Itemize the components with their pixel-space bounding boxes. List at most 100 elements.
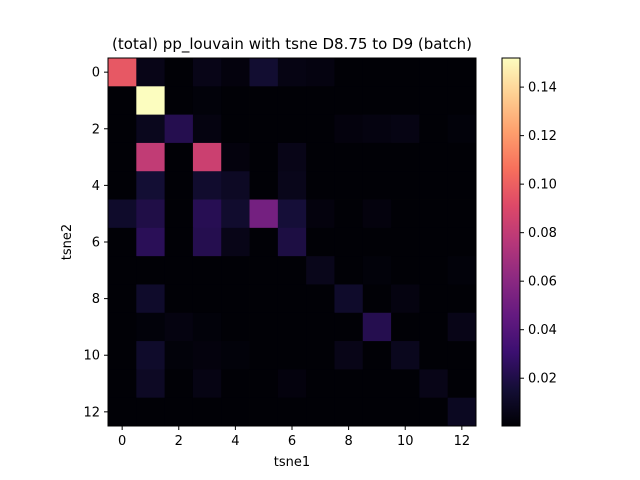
heatmap-cell — [108, 171, 137, 200]
heatmap-cell — [419, 199, 449, 229]
colorbar-tick-label: 0.08 — [528, 226, 557, 241]
heatmap-cell — [306, 369, 335, 399]
heatmap-cell — [192, 199, 222, 229]
heatmap-cell — [136, 171, 166, 200]
heatmap-cell — [306, 86, 335, 116]
heatmap-cell — [277, 397, 307, 427]
heatmap-cell — [334, 142, 364, 172]
colorbar-tick-label: 0.10 — [528, 178, 557, 193]
heatmap-cell — [192, 86, 222, 116]
colorbar-ticks: 0.02 0.04 0.06 0.08 0.10 0.12 0.14 — [520, 81, 557, 387]
heatmap-cell — [362, 312, 392, 342]
heatmap-cell — [108, 114, 137, 144]
heatmap-cell — [164, 171, 194, 200]
y-axis-ticks: 0 2 4 6 8 10 12 — [83, 66, 108, 420]
heatmap-cell — [164, 142, 194, 172]
heatmap-cell — [306, 312, 335, 342]
heatmap-cell — [362, 227, 392, 257]
heatmap-cell — [447, 397, 477, 427]
y-tick-label: 12 — [83, 405, 100, 420]
heatmap-cell — [192, 171, 222, 200]
heatmap-cell — [277, 86, 307, 116]
y-tick-label: 8 — [92, 292, 100, 307]
heatmap-cell — [249, 171, 279, 200]
heatmap-cell — [419, 369, 449, 399]
colorbar-tick-label: 0.14 — [528, 81, 557, 96]
heatmap-cell — [136, 341, 166, 370]
heatmap-cell — [306, 284, 335, 314]
heatmap-cell — [391, 171, 420, 200]
heatmap-cell — [136, 114, 166, 144]
heatmap-cell — [419, 397, 449, 427]
heatmap-cell — [136, 397, 166, 427]
heatmap-cell — [419, 312, 449, 342]
heatmap-cell — [136, 58, 166, 87]
heatmap-cell — [192, 341, 222, 370]
heatmap-cell — [136, 199, 166, 229]
heatmap-cell — [447, 199, 477, 229]
heatmap-cell — [447, 58, 477, 87]
heatmap-cell — [334, 397, 364, 427]
heatmap-cell — [192, 284, 222, 314]
heatmap-cell — [334, 284, 364, 314]
x-tick-label: 4 — [231, 434, 239, 449]
heatmap-cell — [221, 341, 250, 370]
heatmap-cell — [277, 312, 307, 342]
heatmap-cell — [362, 171, 392, 200]
heatmap-cell — [136, 86, 166, 116]
heatmap-cell — [419, 171, 449, 200]
heatmap-cell — [277, 58, 307, 87]
heatmap-cell — [108, 199, 137, 229]
heatmap-cell — [221, 171, 250, 200]
heatmap-cell — [164, 397, 194, 427]
heatmap-cell — [306, 58, 335, 87]
heatmap-cell — [334, 58, 364, 87]
heatmap-cell — [362, 114, 392, 144]
heatmap-cell — [108, 312, 137, 342]
heatmap-cell — [306, 227, 335, 257]
heatmap-cell — [249, 86, 279, 116]
heatmap-cell — [108, 369, 137, 399]
heatmap-cell — [249, 284, 279, 314]
heatmap-cell — [391, 284, 420, 314]
heatmap-cell — [192, 397, 222, 427]
heatmap-cell — [277, 369, 307, 399]
heatmap-cell — [306, 341, 335, 370]
heatmap-cell — [108, 341, 137, 370]
heatmap-cell — [447, 312, 477, 342]
heatmap-cell — [221, 199, 250, 229]
heatmap-cell — [391, 114, 420, 144]
heatmap-cell — [391, 142, 420, 172]
heatmap-cell — [192, 58, 222, 87]
heatmap-cell — [277, 256, 307, 285]
heatmap-cell — [277, 227, 307, 257]
heatmap-cell — [249, 256, 279, 285]
colorbar — [501, 57, 521, 427]
heatmap-cell — [334, 86, 364, 116]
heatmap-cell — [419, 284, 449, 314]
heatmap-cell — [136, 142, 166, 172]
heatmap-cell — [362, 86, 392, 116]
heatmap-cell — [334, 171, 364, 200]
heatmap-cell — [249, 199, 279, 229]
heatmap-cell — [362, 369, 392, 399]
heatmap-cell — [221, 369, 250, 399]
heatmap-cell — [447, 369, 477, 399]
heatmap-cell — [249, 341, 279, 370]
colorbar-tick-label: 0.12 — [528, 129, 557, 144]
heatmap-cell — [221, 312, 250, 342]
heatmap-cell — [306, 256, 335, 285]
heatmap-cell — [419, 227, 449, 257]
chart-title: (total) pp_louvain with tsne D8.75 to D9… — [112, 35, 472, 54]
heatmap-cell — [108, 227, 137, 257]
heatmap-cell — [164, 86, 194, 116]
heatmap-cell — [362, 397, 392, 427]
heatmap-cell — [108, 256, 137, 285]
heatmap-cell — [192, 227, 222, 257]
heatmap-cell — [221, 142, 250, 172]
heatmap-cell — [136, 256, 166, 285]
heatmap-cell — [277, 199, 307, 229]
y-tick-label: 0 — [92, 66, 100, 81]
heatmap-cell — [249, 227, 279, 257]
heatmap-cell — [108, 86, 137, 116]
